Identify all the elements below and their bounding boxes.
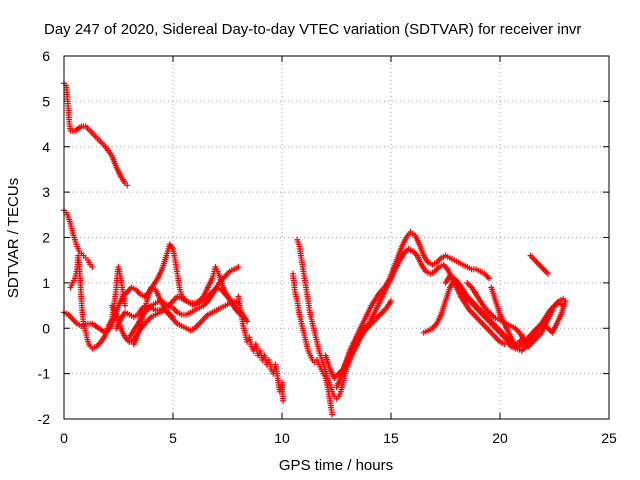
y-axis-title: SDTVAR / TECUs xyxy=(5,178,22,298)
series-sat-q xyxy=(488,284,569,354)
y-tick-label: 4 xyxy=(42,139,50,155)
data-point-marker xyxy=(170,313,176,320)
series-sat-r xyxy=(527,252,551,277)
data-point-marker xyxy=(486,275,493,282)
y-tick-label: 1 xyxy=(42,275,50,291)
tick-labels: 0 5 10 15 20 25 -2 -1 0 1 2 3 4 5 6 xyxy=(38,48,617,446)
data-point-marker xyxy=(235,263,242,270)
series-sat-k xyxy=(294,236,508,402)
series-sat-b xyxy=(61,207,96,270)
data-point-marker xyxy=(329,411,336,418)
y-tick-label: 2 xyxy=(42,230,50,246)
x-axis-title: GPS time / hours xyxy=(279,457,393,474)
data-point-marker xyxy=(124,182,131,189)
series-sat-a xyxy=(61,80,131,189)
series-sat-i xyxy=(235,293,287,404)
data-point-marker xyxy=(280,397,287,404)
data-point-marker xyxy=(89,263,96,270)
y-tick-label: -1 xyxy=(38,366,51,382)
data-point-marker xyxy=(501,341,508,348)
y-tick-label: 6 xyxy=(42,48,50,64)
data-point-marker xyxy=(562,298,569,305)
series-sat-d xyxy=(61,241,244,336)
data-points xyxy=(61,80,569,418)
plot-frame xyxy=(63,55,610,420)
x-tick-label: 10 xyxy=(274,430,290,446)
y-tick-label: 5 xyxy=(42,93,50,109)
series-sat-p xyxy=(464,279,567,350)
series-sat-j xyxy=(289,270,336,418)
x-tick-label: 0 xyxy=(60,430,68,446)
data-point-marker xyxy=(544,270,551,277)
data-point-marker xyxy=(122,302,129,309)
x-tick-label: 5 xyxy=(169,430,177,446)
y-tick-label: 3 xyxy=(42,184,50,200)
data-point-marker xyxy=(388,298,394,305)
grid-lines xyxy=(64,56,609,419)
x-tick-label: 25 xyxy=(601,430,617,446)
y-tick-label: 0 xyxy=(42,320,50,336)
series-sat-h xyxy=(130,284,176,348)
chart-title: Day 247 of 2020, Sidereal Day-to-day VTE… xyxy=(44,21,581,38)
x-tick-label: 15 xyxy=(383,430,399,446)
y-tick-label: -2 xyxy=(38,411,51,427)
series-sat-m xyxy=(322,298,394,382)
x-tick-label: 20 xyxy=(492,430,508,446)
